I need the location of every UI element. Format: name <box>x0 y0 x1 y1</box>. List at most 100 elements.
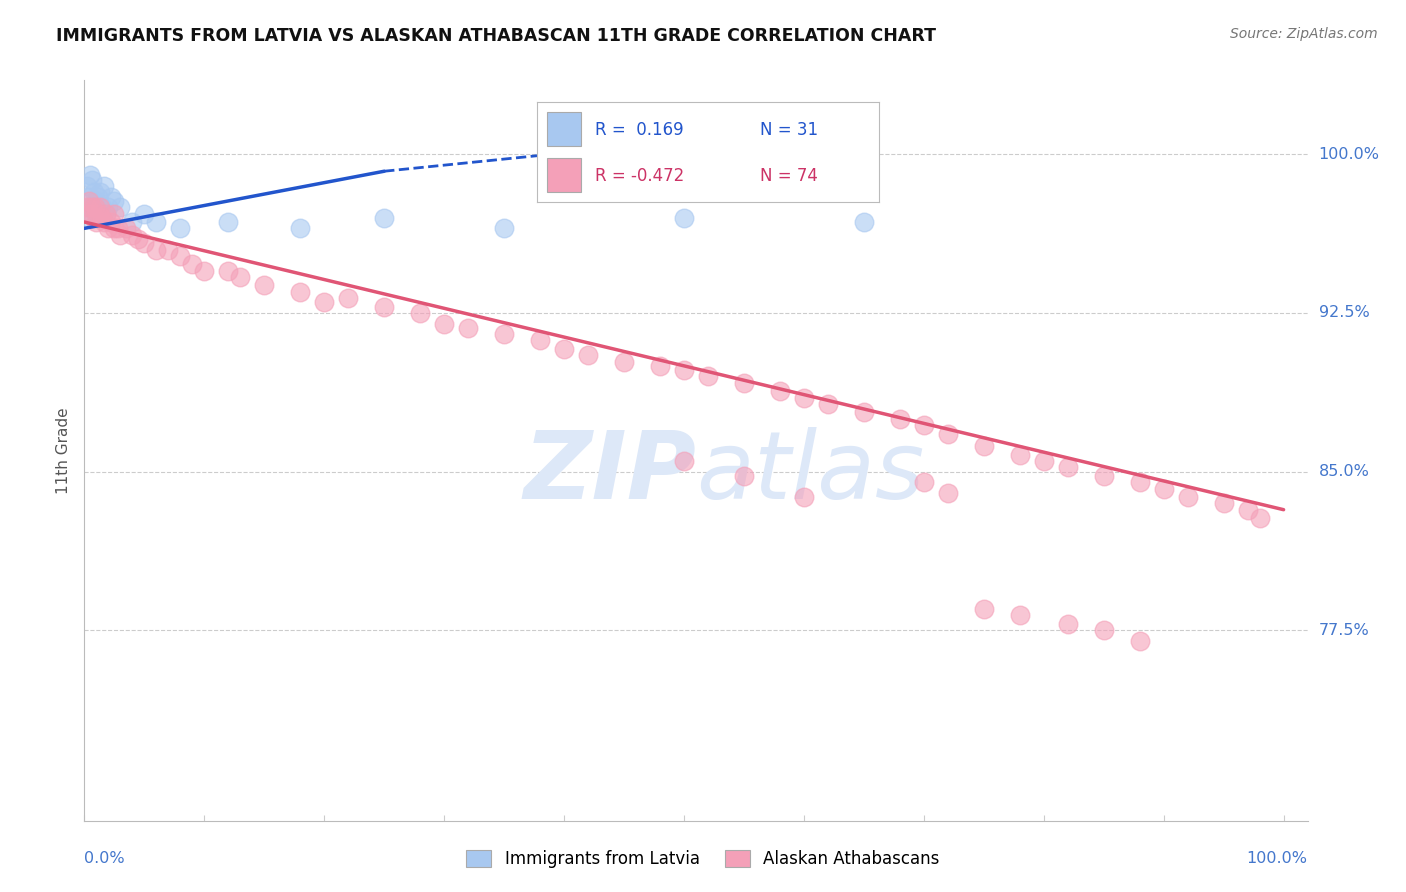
Point <box>86 215 108 229</box>
Point <box>494 221 516 235</box>
Point <box>103 206 125 220</box>
Point <box>100 215 122 229</box>
Point <box>769 384 792 399</box>
Point <box>169 249 191 263</box>
Text: 85.0%: 85.0% <box>1319 464 1369 479</box>
Point <box>86 206 108 220</box>
Point <box>80 200 103 214</box>
Point <box>84 200 107 214</box>
Point <box>1032 454 1054 468</box>
Point <box>576 348 599 362</box>
Point <box>87 206 110 220</box>
Text: 77.5%: 77.5% <box>1319 623 1369 638</box>
Point <box>91 211 114 225</box>
Point <box>529 334 551 348</box>
Point <box>93 215 115 229</box>
Point <box>697 369 720 384</box>
Point <box>1212 496 1234 510</box>
Point <box>912 418 935 433</box>
Point <box>457 320 479 334</box>
Point <box>889 411 911 425</box>
Point <box>97 200 120 214</box>
Text: 100.0%: 100.0% <box>1319 147 1379 161</box>
Point <box>672 363 695 377</box>
Point <box>1008 448 1031 462</box>
Point <box>1056 460 1078 475</box>
Point <box>79 169 101 183</box>
Text: 92.5%: 92.5% <box>1319 305 1369 320</box>
Point <box>936 426 959 441</box>
Point <box>613 354 636 368</box>
Point <box>80 172 103 186</box>
Point <box>337 291 360 305</box>
Point <box>409 306 432 320</box>
Point <box>82 200 104 214</box>
Point <box>936 485 959 500</box>
Point <box>134 236 156 251</box>
Point <box>87 198 110 212</box>
Point <box>1129 475 1152 490</box>
Point <box>76 179 98 194</box>
Point <box>1008 608 1031 623</box>
Point <box>672 211 695 225</box>
Point <box>648 359 671 373</box>
Y-axis label: 11th Grade: 11th Grade <box>56 407 72 494</box>
Point <box>84 198 107 212</box>
Point <box>121 227 143 242</box>
Point <box>110 227 132 242</box>
Point <box>1092 468 1115 483</box>
Text: 100.0%: 100.0% <box>1247 851 1308 866</box>
Point <box>733 468 755 483</box>
Point <box>76 200 98 214</box>
Point <box>193 263 215 277</box>
Text: Source: ZipAtlas.com: Source: ZipAtlas.com <box>1230 27 1378 41</box>
Point <box>373 300 395 314</box>
Point <box>1153 482 1175 496</box>
Point <box>77 200 100 214</box>
Point <box>973 602 995 616</box>
Point <box>793 391 815 405</box>
Point <box>229 270 252 285</box>
Point <box>494 327 516 342</box>
Point <box>107 221 129 235</box>
Point <box>1249 511 1271 525</box>
Point <box>127 232 149 246</box>
Point <box>733 376 755 390</box>
Point <box>553 342 575 356</box>
Point <box>121 215 143 229</box>
Point <box>793 490 815 504</box>
Point <box>314 295 336 310</box>
Point <box>973 439 995 453</box>
Point <box>79 211 101 225</box>
Text: ZIP: ZIP <box>523 426 696 518</box>
Point <box>817 397 839 411</box>
Point <box>217 215 239 229</box>
Point <box>83 186 105 200</box>
Text: 0.0%: 0.0% <box>84 851 125 866</box>
Point <box>97 221 120 235</box>
Point <box>93 179 115 194</box>
Point <box>157 243 180 257</box>
Point <box>852 405 875 419</box>
Point <box>100 189 122 203</box>
Legend: Immigrants from Latvia, Alaskan Athabascans: Immigrants from Latvia, Alaskan Athabasc… <box>460 843 946 875</box>
Point <box>86 194 108 208</box>
Point <box>86 189 108 203</box>
Point <box>217 263 239 277</box>
Point <box>79 206 101 220</box>
Point <box>77 194 100 208</box>
Point <box>1092 624 1115 638</box>
Point <box>94 206 117 220</box>
Point <box>103 221 125 235</box>
Point <box>1177 490 1199 504</box>
Point <box>290 285 312 299</box>
Point <box>83 211 105 225</box>
Point <box>181 257 204 271</box>
Point <box>145 215 167 229</box>
Point <box>94 206 117 220</box>
Point <box>253 278 276 293</box>
Point <box>373 211 395 225</box>
Point <box>89 200 111 214</box>
Point <box>1056 616 1078 631</box>
Point <box>103 194 125 208</box>
